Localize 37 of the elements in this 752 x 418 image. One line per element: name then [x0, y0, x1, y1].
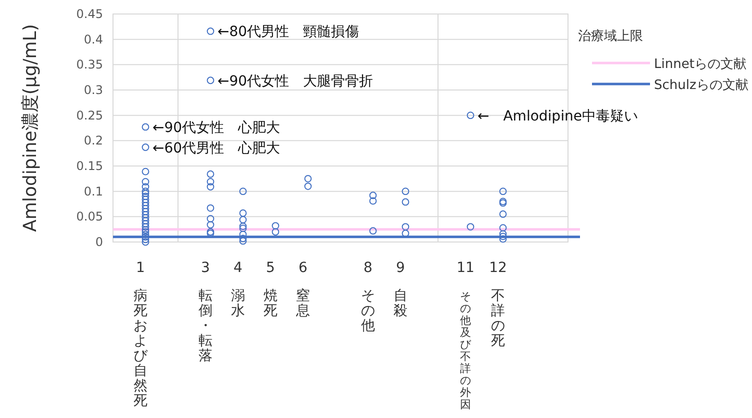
annotation: ←90代女性 大腿骨骨折	[218, 73, 374, 90]
y-tick-label: 0.15	[76, 159, 103, 173]
text: その他	[361, 288, 375, 334]
y-tick-label: 0.3	[84, 83, 103, 97]
x-tick-label: 9	[396, 260, 405, 276]
y-axis-title: Amlodipine濃度(μg/mL)	[20, 24, 41, 232]
legend-label: Schulzらの文献	[654, 78, 748, 93]
y-tick-label: 0.05	[76, 210, 103, 224]
x-tick-label: 1	[136, 260, 145, 276]
text: 病死および自然死	[134, 288, 148, 409]
x-tick-label: 4	[234, 260, 243, 276]
text: 不詳の死	[491, 288, 505, 349]
annotation: ← Amlodipine中毒疑い	[478, 108, 638, 124]
text: 焼死	[264, 288, 278, 319]
y-tick-label: 0.2	[84, 134, 103, 148]
text: 自殺	[394, 288, 408, 319]
y-tick-label: 0.45	[76, 7, 103, 21]
y-tick-label: 0.4	[84, 32, 103, 46]
text: 転倒・転落	[198, 288, 212, 364]
x-tick-label: 11	[456, 260, 474, 276]
annotation: ←80代男性 頸髄損傷	[218, 24, 360, 40]
text: 溺水	[231, 288, 245, 319]
x-tick-label: 3	[201, 260, 210, 276]
legend-title: 治療域上限	[578, 29, 643, 44]
y-tick-label: 0.1	[84, 184, 103, 198]
y-tick-label: 0	[95, 235, 103, 249]
x-tick-label: 8	[364, 260, 372, 276]
x-tick-label: 5	[266, 260, 275, 276]
y-tick-label: 0.25	[76, 108, 103, 122]
annotation: ←60代男性 心肥大	[152, 140, 280, 156]
text: 窒息	[295, 288, 310, 319]
x-tick-label: 6	[298, 260, 308, 276]
annotation: ←90代女性 心肥大	[152, 120, 280, 136]
x-tick-label: 12	[489, 260, 507, 276]
legend-label: Linnetらの文献	[654, 57, 746, 72]
text: その他及び不詳の外因	[460, 290, 471, 411]
y-tick-label: 0.35	[76, 58, 103, 72]
